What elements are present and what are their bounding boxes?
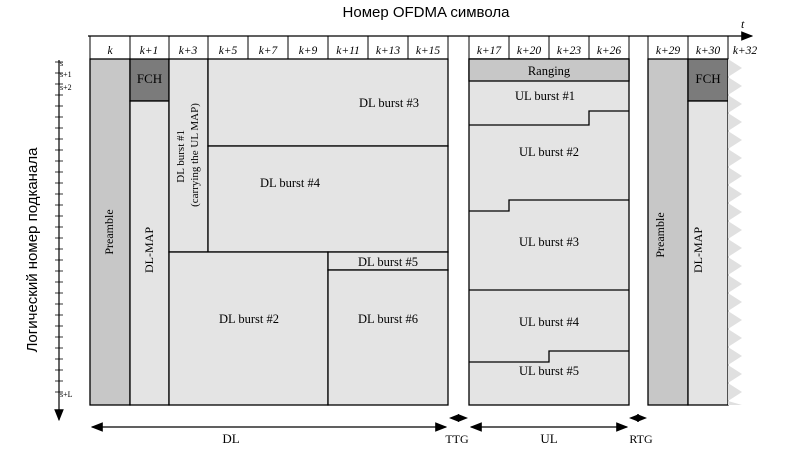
tick-k20: k+20 — [517, 45, 542, 57]
ul-frame — [468, 58, 630, 406]
tick-k11: k+11 — [336, 45, 360, 57]
ttg-label: TTG — [445, 432, 469, 446]
tick-s1: s+1 — [60, 70, 72, 79]
diagram-title: Номер OFDMA символа — [343, 4, 511, 21]
dl-burst-3-label: DL burst #3 — [359, 96, 419, 110]
rtg-label: RTG — [629, 432, 653, 446]
dl-burst-6 — [327, 269, 449, 406]
tick-k7: k+7 — [259, 45, 279, 57]
tick-k30: k+30 — [696, 45, 721, 57]
tick-k: k — [107, 45, 113, 57]
y-axis-label: Логический номер подканала — [24, 147, 41, 352]
dl-map-2 — [687, 100, 729, 406]
tick-k32: k+32 — [733, 45, 758, 57]
time-axis-label: t — [741, 17, 745, 31]
preamble-2-label: Preamble — [653, 212, 667, 257]
ul-burst-5-label: UL burst #5 — [519, 364, 579, 378]
fch-2-label: FCH — [695, 71, 720, 86]
dl-burst-2 — [168, 251, 329, 406]
frame-continuation-edge — [728, 59, 742, 405]
ul-burst-1-label: UL burst #1 — [515, 89, 575, 103]
ul-boundaries — [469, 110, 629, 363]
fch-1-label: FCH — [137, 71, 162, 86]
ul-burst-4-label: UL burst #4 — [519, 315, 580, 329]
tick-k17: k+17 — [477, 45, 503, 57]
tick-k26: k+26 — [597, 45, 622, 57]
tick-s2: s+2 — [60, 83, 72, 92]
tick-k13: k+13 — [376, 45, 401, 57]
dl-burst-5-label: DL burst #5 — [358, 255, 418, 269]
dl-label: DL — [222, 431, 239, 446]
subchannel-tick-marks — [55, 61, 63, 393]
ul-burst-2-label: UL burst #2 — [519, 145, 579, 159]
preamble-1-label: Preamble — [102, 209, 116, 254]
tick-sL: s+L — [60, 390, 73, 399]
dl-map-2-label: DL-MAP — [691, 227, 705, 273]
dl-burst-6-label: DL burst #6 — [358, 312, 418, 326]
ul-label: UL — [540, 431, 557, 446]
ranging — [468, 58, 630, 82]
dl-burst-2-label: DL burst #2 — [219, 312, 279, 326]
ranging-label: Ranging — [528, 64, 571, 78]
tick-k9: k+9 — [299, 45, 318, 57]
tick-k29: k+29 — [656, 45, 681, 57]
dl-burst-4-label: DL burst #4 — [260, 176, 321, 190]
ul-burst-3-label: UL burst #3 — [519, 235, 579, 249]
symbol-tick-marks — [89, 36, 729, 59]
dl-burst-1-line2: (carrying the UL MAP) — [189, 103, 201, 207]
preamble-1 — [89, 58, 131, 406]
tick-k5: k+5 — [219, 45, 238, 57]
tick-k23: k+23 — [557, 45, 582, 57]
tick-s: s — [60, 59, 63, 68]
tick-k15: k+15 — [416, 45, 441, 57]
preamble-2 — [647, 58, 689, 406]
dl-burst-4 — [207, 145, 449, 253]
tick-k3: k+3 — [179, 45, 198, 57]
tick-k1: k+1 — [140, 45, 159, 57]
dl-burst-1-label: DL burst #1 (carrying the UL MAP) — [175, 103, 201, 207]
dl-map-1-label: DL-MAP — [142, 227, 156, 273]
dl-burst-3 — [207, 58, 449, 147]
dl-burst-1-line1: DL burst #1 — [175, 130, 187, 183]
dl-map-1 — [129, 100, 170, 406]
